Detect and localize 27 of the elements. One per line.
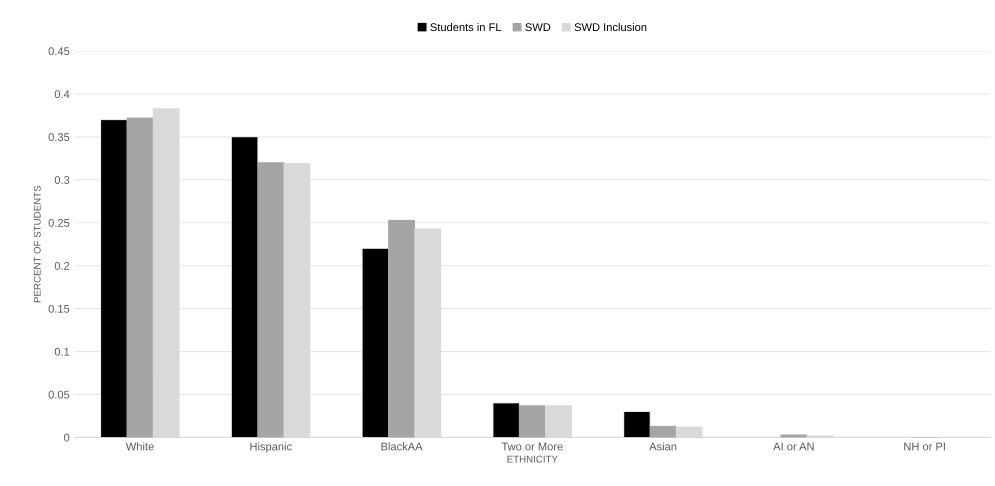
bar [518,405,546,438]
x-axis-title: ETHNICITY [507,456,558,463]
x-tick-label: Hispanic [250,442,292,453]
y-tick-label: 0 [64,434,70,442]
x-tick-label: Asian [649,442,676,450]
x-tick-label: Two or More [502,442,563,450]
y-tick-label: 0.2 [54,262,70,270]
y-tick-label: 0.25 [48,219,70,227]
bar [257,162,284,438]
y-tick-label: 0.4 [54,90,70,98]
x-tick-label: BlackAA [381,442,423,450]
y-tick-label: 0.45 [48,47,70,56]
bar [126,118,154,438]
y-tick-label: 0.05 [48,390,70,399]
legend-label: SWD [525,23,550,32]
legend-label: SWD Inclusion [574,22,646,32]
legend-label: Students in FL [430,22,502,32]
y-axis-title: PERCENT OF STUDENTS [34,186,41,302]
y-tick-label: 0.3 [54,176,70,184]
y-tick-label: 0.35 [48,133,70,142]
x-tick-label: NH or PI [904,442,945,450]
y-tick-label: 0.15 [48,304,70,313]
bar [388,220,415,438]
x-tick-label: AI or AN [773,442,814,450]
bar [650,426,677,438]
y-tick-label: 0.1 [54,348,70,356]
x-tick-label: White [126,442,154,450]
